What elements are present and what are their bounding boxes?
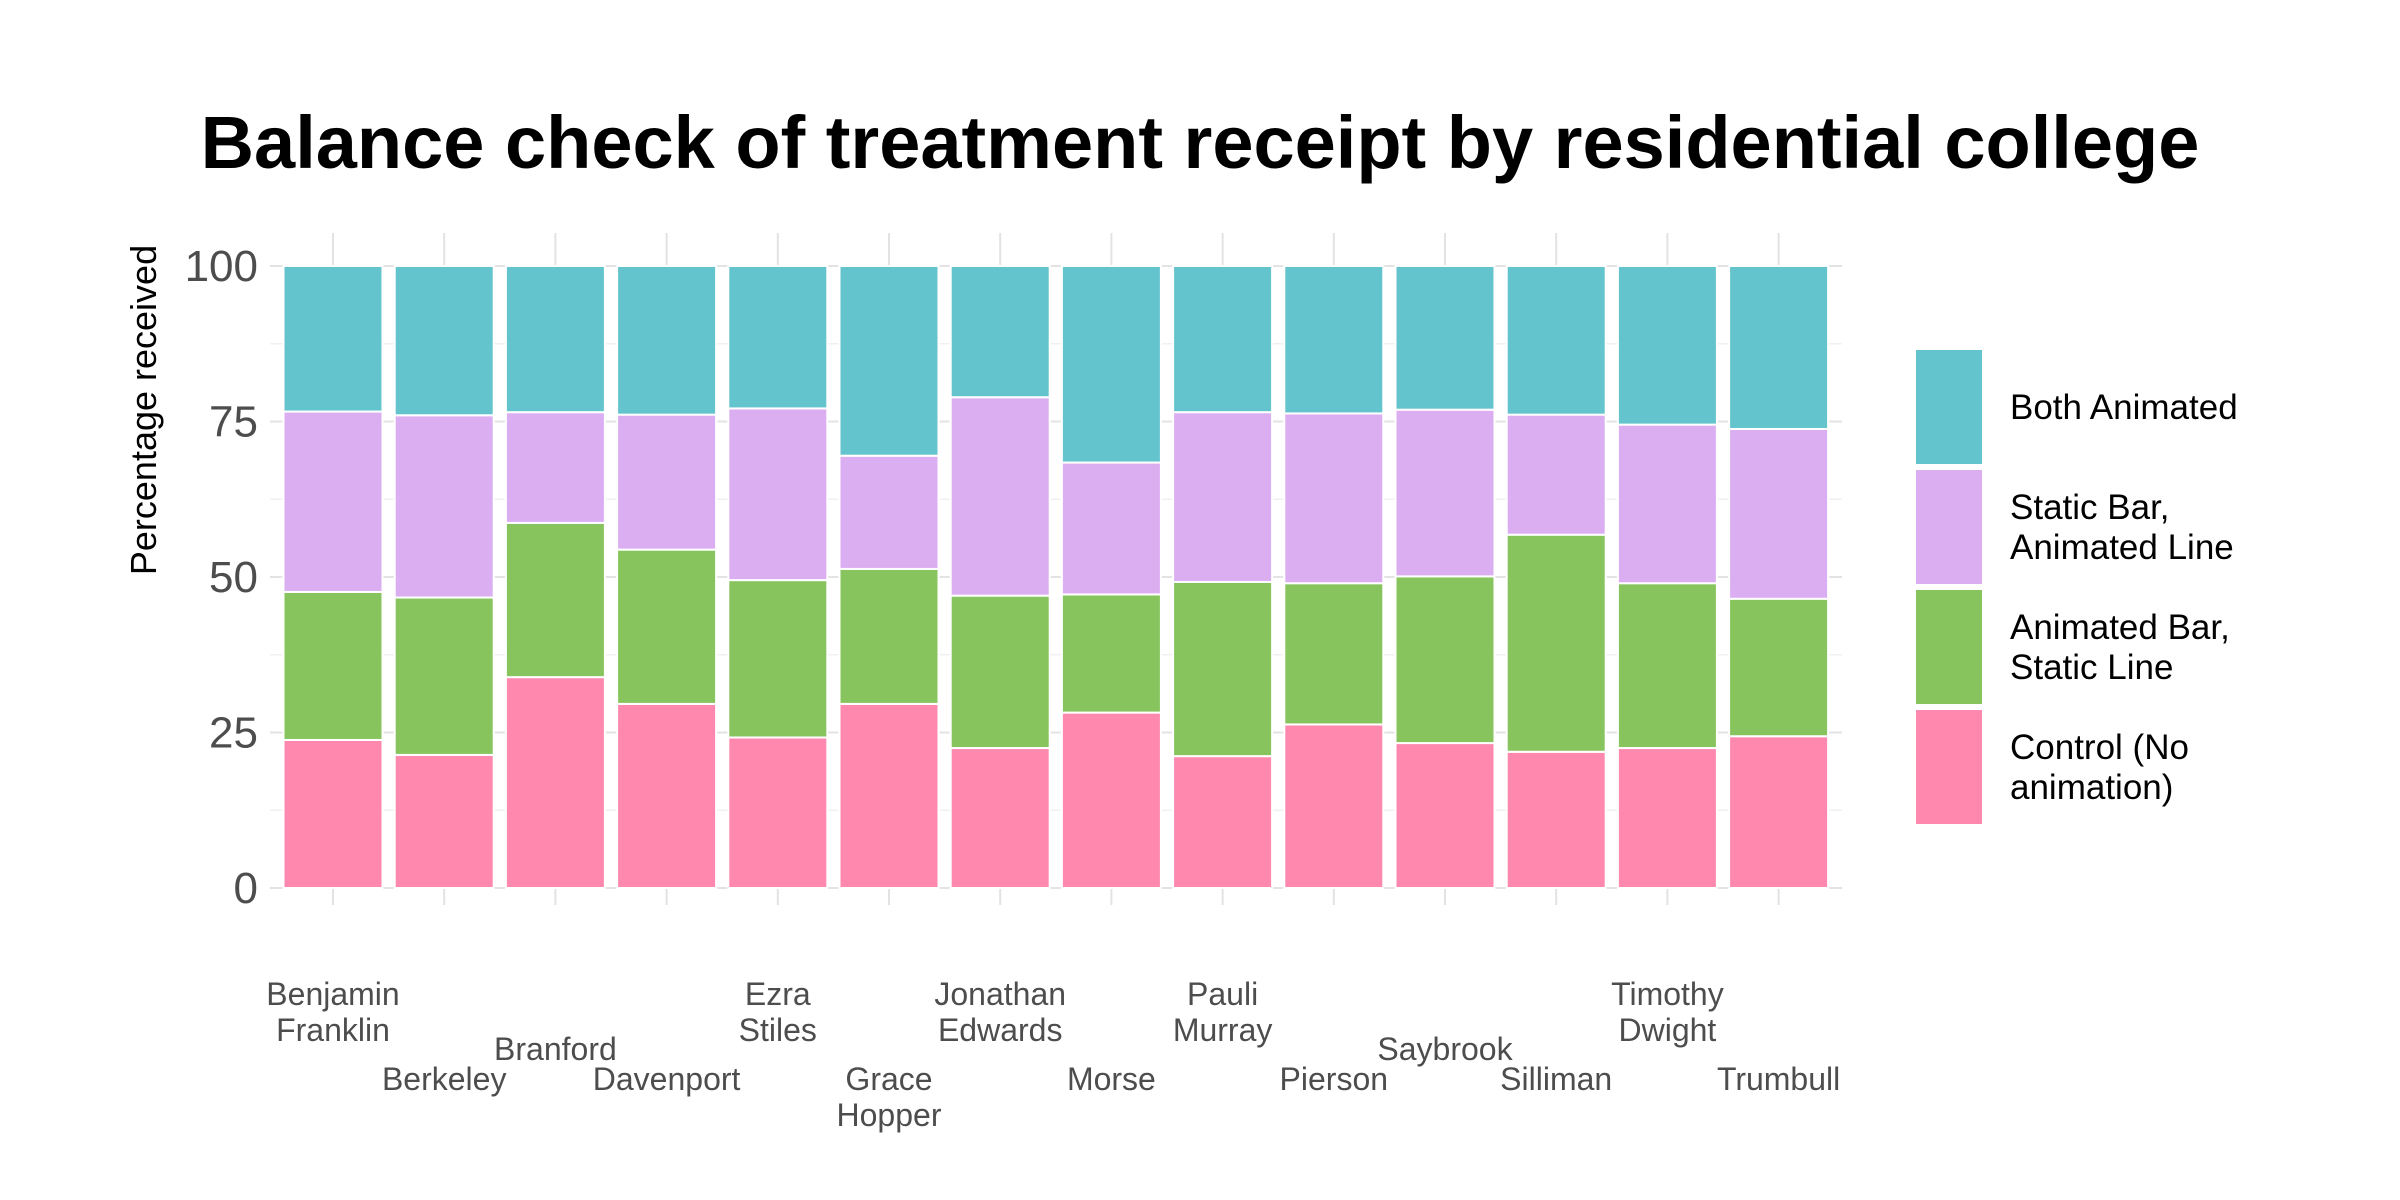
bar-segment (393, 596, 495, 756)
bar-segment (1283, 265, 1385, 415)
bar-segment (1394, 575, 1496, 745)
bar-segment (1283, 412, 1385, 585)
x-tick-label: Timothy Dwight (1611, 976, 1724, 1048)
bar-segment (616, 265, 718, 416)
x-tick-label: Benjamin Franklin (266, 976, 399, 1048)
x-tick-label: Pierson (1280, 1061, 1389, 1097)
bar-segment (1283, 582, 1385, 726)
bar-segment (1060, 711, 1162, 890)
bar-segment (1505, 533, 1607, 753)
bar-segment (1728, 735, 1830, 889)
bar-segment (838, 454, 940, 570)
y-axis-title: Percentage received (123, 245, 164, 575)
bar-segment (838, 265, 940, 457)
bar-segment (1728, 265, 1830, 430)
bar-segment (1616, 747, 1718, 889)
bar-segment (282, 410, 384, 593)
bar-segment (1616, 582, 1718, 750)
legend-label: Animated Bar, Static Line (2010, 608, 2230, 687)
legend-label: Control (No animation) (2010, 728, 2189, 807)
bar-segment (727, 736, 829, 890)
bar-segment (1172, 755, 1274, 889)
bar-segment (504, 521, 606, 679)
bar-segment (838, 702, 940, 889)
bar-segment (1060, 461, 1162, 596)
y-tick-label: 25 (209, 709, 258, 758)
legend: Both Animated Static Bar, Animated Line Ani… (1916, 350, 2238, 824)
x-tick-label: Davenport (593, 1061, 741, 1097)
legend-key (1916, 590, 1982, 704)
bar-segment (1060, 265, 1162, 464)
x-axis: Benjamin Franklin BerkeleyBranfordDavenpor… (266, 976, 1840, 1133)
x-tick-label: Jonathan Edwards (934, 976, 1066, 1048)
bar-segment (949, 265, 1051, 399)
bar-segment (616, 702, 718, 889)
bar-segment (949, 594, 1051, 750)
x-tick-label: Trumbull (1717, 1061, 1840, 1097)
bar-segment (393, 265, 495, 417)
x-tick-label: Branford (494, 1031, 617, 1067)
bar-segment (504, 265, 606, 414)
x-tick-label: Pauli Murray (1173, 976, 1273, 1048)
bar-segment (1616, 423, 1718, 585)
bar-segment (1172, 411, 1274, 583)
bar-segment (727, 579, 829, 739)
bar-segment (282, 590, 384, 741)
bar-segment (616, 548, 718, 705)
y-axis: 0 25 50 75 100 (185, 242, 258, 913)
x-tick-label: Ezra Stiles (739, 976, 817, 1048)
legend-label: Both Animated (2010, 388, 2238, 427)
y-tick-label: 75 (209, 398, 258, 447)
bar-segment (1616, 265, 1718, 426)
bar-segment (1728, 427, 1830, 600)
bar-segment (727, 407, 829, 582)
bar-segment (1505, 265, 1607, 416)
y-tick-label: 100 (185, 242, 258, 291)
bar-segment (393, 753, 495, 890)
bar-segment (282, 265, 384, 413)
bar-segment (1394, 408, 1496, 578)
legend-label: Static Bar, Animated Line (2010, 488, 2234, 567)
bar-segment (838, 567, 940, 705)
bar-segment (1505, 413, 1607, 536)
bar-segment (393, 414, 495, 599)
bar-segment (949, 747, 1051, 889)
bar-segment (282, 738, 384, 889)
legend-key (1916, 710, 1982, 824)
x-tick-label: Morse (1067, 1061, 1156, 1097)
bar-segment (727, 265, 829, 410)
bar-segment (1172, 580, 1274, 758)
bar-segment (1394, 265, 1496, 411)
x-tick-label: Saybrook (1377, 1031, 1513, 1067)
legend-key (1916, 350, 1982, 464)
bar-segment (949, 396, 1051, 597)
bar-segment (1060, 593, 1162, 714)
bar-segment (504, 676, 606, 890)
x-tick-label: Berkeley (382, 1061, 507, 1097)
legend-key (1916, 470, 1982, 584)
y-tick-label: 0 (234, 864, 258, 913)
x-tick-label: Silliman (1500, 1061, 1612, 1097)
bar-segment (616, 413, 718, 551)
bar-segment (1505, 750, 1607, 889)
x-tick-label: Grace Hopper (837, 1061, 942, 1133)
bar-segment (1172, 265, 1274, 414)
y-tick-label: 50 (209, 553, 258, 602)
chart-title: Balance check of treatment receipt by re… (200, 101, 2200, 184)
bar-segment (1728, 597, 1830, 738)
bar-segment (1283, 723, 1385, 889)
bar-segment (504, 411, 606, 524)
bars (282, 265, 1830, 890)
bar-segment (1394, 742, 1496, 889)
